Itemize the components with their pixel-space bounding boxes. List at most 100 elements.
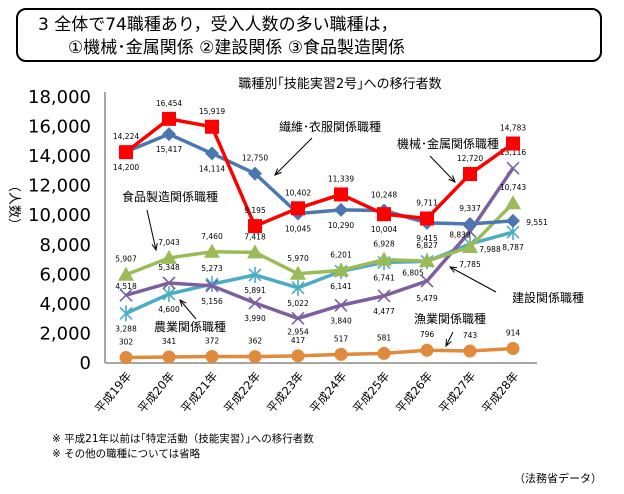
data-label: 5,891: [244, 286, 266, 295]
data-point-square: [119, 145, 133, 160]
data-point-square: [291, 201, 305, 216]
data-label: 10,290: [328, 221, 354, 230]
data-label: 5,022: [287, 299, 309, 308]
series-annotation: 機械･金属関係職種: [397, 136, 499, 151]
data-label: 9,337: [459, 204, 481, 213]
data-label: 302: [119, 338, 134, 347]
data-point-triangle: [333, 262, 349, 277]
data-label: 7,785: [459, 260, 481, 269]
x-tick-label: 平成23年: [264, 369, 306, 416]
annotation-arrow: [449, 266, 497, 293]
annotation-arrow: [179, 299, 197, 320]
x-tick-label: 平成26年: [393, 369, 435, 416]
data-label: 10,743: [500, 183, 526, 192]
data-point-triangle: [376, 251, 392, 266]
data-point-x: [205, 279, 219, 293]
data-point-square: [506, 136, 520, 151]
data-point-circle: [334, 347, 348, 361]
data-point-circle: [205, 350, 219, 364]
y-tick-label: 12,000: [28, 176, 91, 197]
data-point-square: [334, 187, 348, 202]
data-point-x: [248, 296, 262, 310]
data-point-circle: [248, 350, 262, 364]
data-label: 15,919: [199, 107, 225, 116]
y-tick-label: 14,000: [28, 146, 91, 167]
data-label: 7,460: [201, 232, 223, 241]
y-tick-label: 2,000: [39, 323, 91, 344]
series-line: [125, 202, 515, 277]
headline-line-1: 3 全体で74職種あり，受入人数の多い職種は，: [38, 15, 398, 35]
y-tick-label: 4,000: [39, 294, 91, 315]
data-label: 7,988: [479, 245, 501, 254]
data-label: 14,224: [113, 132, 139, 141]
data-point-circle: [162, 350, 176, 364]
data-label: 2,954: [287, 327, 309, 336]
data-point-square: [248, 219, 262, 234]
data-label: 4,518: [115, 282, 137, 291]
annotation-arrow: [146, 209, 157, 251]
data-label: 743: [463, 331, 478, 340]
data-point-circle: [420, 343, 434, 357]
x-tick-label: 平成27年: [436, 369, 478, 416]
data-point-x: [291, 311, 305, 325]
data-label: 10,004: [371, 225, 397, 234]
annotation-arrow: [274, 137, 313, 176]
y-tick-label: 18,000: [28, 87, 91, 108]
data-point-star: [162, 286, 176, 303]
data-point-star: [119, 305, 133, 322]
headline-box: 3 全体で74職種あり，受入人数の多い職種は， ①機械･金属関係 ②建設関係 ③…: [16, 8, 602, 62]
data-label: 4,600: [158, 305, 180, 314]
series-annotation: 農業関係職種: [154, 320, 226, 334]
data-label: 6,928: [373, 240, 395, 249]
series-3: 4,518 5,348 5,156 3,990 2,954 3,840 4,477 5,479…: [115, 148, 526, 336]
x-tick-label: 平成28年: [479, 369, 521, 416]
series-line: [125, 167, 515, 321]
data-point-triangle: [118, 266, 134, 281]
data-label: 3,840: [330, 316, 352, 325]
arrow-head: [179, 299, 187, 307]
data-point-diamond: [248, 166, 262, 181]
x-tick-label: 平成20年: [135, 369, 177, 416]
annotation-arrow: [429, 155, 456, 183]
series-0: 14,200 16,454 15,919 9,195 10,402 11,339 10,00…: [113, 99, 526, 234]
data-label: 12,750: [242, 154, 268, 163]
data-label: 15,417: [156, 145, 182, 154]
data-label: 341: [162, 337, 177, 346]
x-tick-label: 平成24年: [307, 369, 349, 416]
data-point-diamond: [506, 213, 520, 228]
data-label: 796: [420, 330, 435, 339]
y-axis-title: （人数）: [6, 179, 21, 231]
data-point-x: [334, 298, 348, 312]
note-1: ※ 平成21年以前は｢特定活動（技能実習）｣への移行者数: [52, 433, 314, 445]
data-label: 14,200: [113, 163, 139, 172]
series-annotation: 食品製造関係職種: [122, 189, 218, 204]
data-label: 6,201: [330, 250, 352, 259]
arrow-head: [445, 338, 452, 348]
data-label: 5,479: [416, 294, 438, 303]
data-point-triangle: [204, 243, 220, 258]
arrow-head: [448, 266, 458, 273]
data-point-circle: [291, 349, 305, 363]
data-label: 10,248: [371, 191, 397, 200]
series-line: [125, 346, 514, 360]
data-label: 9,415: [416, 234, 438, 243]
series-5: 302 341 372 362 417 517 581 796 743 914: [119, 328, 521, 365]
data-point-triangle: [290, 265, 306, 280]
data-point-triangle: [419, 253, 435, 268]
data-label: 914: [506, 328, 521, 337]
notes: ※ 平成21年以前は｢特定活動（技能実習）｣への移行者数 ※ その他の職種につい…: [52, 432, 314, 462]
annotation-arrow: [445, 331, 454, 347]
data-label: 11,339: [328, 174, 354, 183]
data-point-diamond: [463, 217, 477, 232]
series-line: [124, 116, 515, 229]
data-point-star: [291, 279, 305, 296]
data-point-diamond: [205, 146, 219, 161]
data-point-circle: [506, 341, 520, 355]
data-label: 12,720: [457, 154, 483, 163]
source-note: （法務省データ）: [514, 472, 602, 485]
data-label: 8,787: [502, 243, 524, 252]
data-label: 372: [205, 337, 220, 346]
data-point-diamond: [334, 202, 348, 217]
data-label: 9,711: [416, 198, 438, 207]
y-tick-label: 16,000: [28, 117, 91, 138]
